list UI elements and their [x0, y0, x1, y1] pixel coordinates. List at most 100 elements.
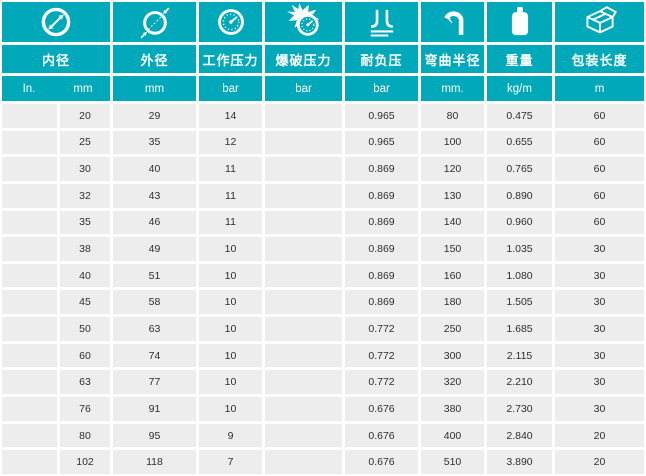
table-cell: 400	[421, 423, 484, 448]
outer-diameter-icon	[113, 2, 196, 42]
table-cell: 60	[555, 104, 644, 128]
table-cell: 0.475	[487, 104, 552, 128]
table-cell	[265, 157, 342, 181]
table-cell: 10	[199, 317, 262, 341]
pressure-gauge-icon	[199, 2, 262, 42]
table-cell	[2, 423, 57, 448]
table-cell	[265, 237, 342, 261]
unit-mm-outer: mm	[113, 76, 196, 101]
table-cell: 380	[421, 397, 484, 421]
table-cell: 10	[199, 263, 262, 288]
table-cell: 0.965	[345, 104, 418, 128]
table-cell: 30	[555, 237, 644, 261]
burst-pressure-icon	[265, 2, 342, 42]
table-cell: 0.655	[487, 130, 552, 155]
table-cell: 510	[421, 450, 484, 474]
table-cell: 0.869	[345, 290, 418, 315]
table-cell: 32	[60, 183, 110, 208]
col-header-working-pressure: 工作压力	[199, 45, 262, 73]
table-cell: 38	[60, 237, 110, 261]
weight-icon	[487, 2, 552, 42]
table-cell: 30	[555, 397, 644, 421]
table-cell: 9	[199, 423, 262, 448]
unit-kg-per-m: kg/m	[487, 76, 552, 101]
unit-m: m	[555, 76, 644, 101]
table-cell	[2, 397, 57, 421]
table-cell	[265, 210, 342, 235]
table-cell: 40	[60, 263, 110, 288]
table-cell: 29	[113, 104, 196, 128]
table-cell	[2, 263, 57, 288]
table-cell: 0.676	[345, 397, 418, 421]
table-cell: 51	[113, 263, 196, 288]
table-cell	[2, 183, 57, 208]
table-cell: 49	[113, 237, 196, 261]
table-cell: 2.210	[487, 370, 552, 395]
col-header-package-length: 包装长度	[555, 45, 644, 73]
table-cell	[265, 183, 342, 208]
table-cell: 95	[113, 423, 196, 448]
table-cell: 11	[199, 183, 262, 208]
table-cell: 25	[60, 130, 110, 155]
table-cell: 60	[555, 210, 644, 235]
table-cell: 35	[113, 130, 196, 155]
table-cell: 3.890	[487, 450, 552, 474]
unit-inner-diameter: In. mm	[2, 76, 110, 101]
table-cell: 20	[555, 450, 644, 474]
table-cell: 150	[421, 237, 484, 261]
table-cell: 0.965	[345, 130, 418, 155]
table-cell: 130	[421, 183, 484, 208]
table-cell	[265, 104, 342, 128]
table-cell: 77	[113, 370, 196, 395]
table-cell: 2.115	[487, 343, 552, 368]
table-cell: 63	[113, 317, 196, 341]
table-cell: 20	[60, 104, 110, 128]
table-cell	[265, 370, 342, 395]
table-cell: 0.869	[345, 237, 418, 261]
table-cell: 35	[60, 210, 110, 235]
inner-diameter-icon	[2, 2, 110, 42]
table-cell: 80	[421, 104, 484, 128]
table-cell: 102	[60, 450, 110, 474]
table-cell: 60	[555, 183, 644, 208]
table-cell	[2, 104, 57, 128]
table-cell: 7	[199, 450, 262, 474]
col-header-inner-diameter: 内径	[2, 45, 110, 73]
table-cell: 0.765	[487, 157, 552, 181]
table-cell	[2, 343, 57, 368]
table-cell	[265, 343, 342, 368]
table-cell	[2, 157, 57, 181]
table-cell: 74	[113, 343, 196, 368]
table-cell: 0.772	[345, 370, 418, 395]
table-cell: 12	[199, 130, 262, 155]
table-cell: 30	[555, 290, 644, 315]
table-cell: 60	[555, 157, 644, 181]
col-header-bend-radius: 弯曲半径	[421, 45, 484, 73]
table-cell: 0.772	[345, 317, 418, 341]
table-cell: 1.080	[487, 263, 552, 288]
table-cell: 2.840	[487, 423, 552, 448]
table-cell: 10	[199, 397, 262, 421]
unit-inch: In.	[22, 82, 36, 95]
table-cell: 0.869	[345, 157, 418, 181]
table-cell: 43	[113, 183, 196, 208]
table-cell	[265, 450, 342, 474]
table-cell	[2, 210, 57, 235]
table-cell: 120	[421, 157, 484, 181]
table-cell: 140	[421, 210, 484, 235]
table-cell	[2, 237, 57, 261]
table-cell: 63	[60, 370, 110, 395]
table-cell	[265, 397, 342, 421]
table-cell: 0.890	[487, 183, 552, 208]
table-cell: 0.869	[345, 210, 418, 235]
table-cell: 30	[60, 157, 110, 181]
package-icon	[555, 2, 644, 42]
table-cell: 30	[555, 317, 644, 341]
table-cell	[2, 317, 57, 341]
unit-mm-bend: mm.	[421, 76, 484, 101]
table-cell	[265, 423, 342, 448]
table-cell: 0.960	[487, 210, 552, 235]
table-cell: 0.869	[345, 183, 418, 208]
unit-bar-working: bar	[199, 76, 262, 101]
